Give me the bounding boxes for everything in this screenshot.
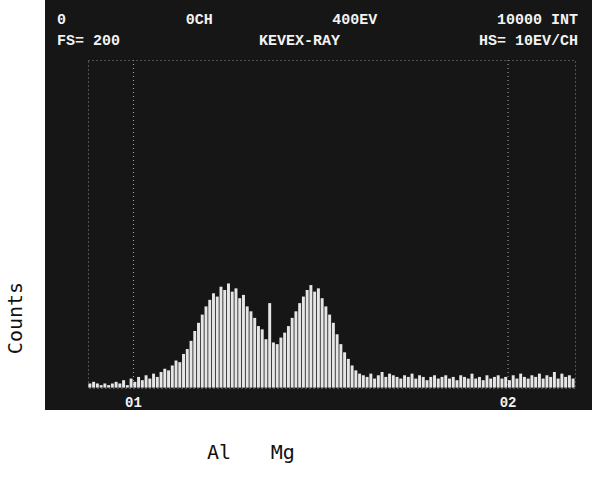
svg-text:01: 01: [125, 395, 142, 410]
html-text:400EV: 400EV: [332, 12, 378, 29]
html-text:Al: Al: [207, 440, 232, 464]
html-text:KEVEX-RAY: KEVEX-RAY: [259, 33, 340, 50]
html-text:10000 INT: 10000 INT: [497, 12, 578, 29]
html-text:FS= 200: FS= 200: [57, 33, 120, 50]
html-text:Counts: Counts: [3, 281, 27, 355]
html-text:HS= 10EV/CH: HS= 10EV/CH: [479, 33, 578, 50]
html-text:Mg: Mg: [270, 440, 295, 464]
html-text:0: 0: [57, 12, 66, 29]
svg-text:02: 02: [500, 395, 517, 410]
html-text:0CH: 0CH: [185, 12, 213, 29]
